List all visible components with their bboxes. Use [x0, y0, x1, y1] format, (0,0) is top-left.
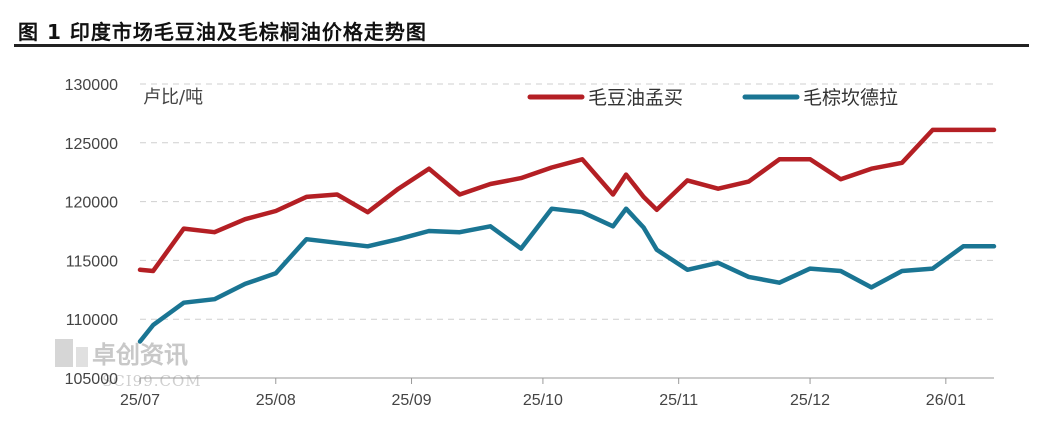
- y-tick-label: 110000: [66, 312, 118, 329]
- chart-area: 卓创资讯 SCI99.COM 130000 125000 120000 115000 1…: [0, 50, 1043, 439]
- watermark-en: SCI99.COM: [102, 372, 202, 390]
- x-tick-label: 25/09: [392, 392, 432, 409]
- legend: 毛豆油孟买 毛棕坎德拉: [527, 87, 898, 109]
- x-tick-label: 25/10: [523, 392, 563, 409]
- x-tick-label: 26/01: [926, 392, 966, 409]
- watermark: 卓创资讯 SCI99.COM: [55, 339, 202, 390]
- title-bar: 图 1 印度市场毛豆油及毛棕榈油价格走势图: [14, 10, 1029, 47]
- x-tick-label: 25/08: [256, 392, 296, 409]
- y-tick-label: 115000: [66, 253, 118, 270]
- y-tick-label: 130000: [65, 77, 118, 94]
- legend-label: 毛豆油孟买: [588, 87, 683, 109]
- x-tick-label: 25/12: [790, 392, 830, 409]
- y-tick-label: 105000: [65, 371, 118, 388]
- series-line-soybean-oil: [137, 127, 997, 274]
- y-unit-label: 卢比/吨: [143, 87, 203, 108]
- watermark-logo-mark: [55, 339, 73, 367]
- watermark-logo-mark-2: [76, 347, 88, 367]
- x-tick-label: 25/07: [120, 392, 160, 409]
- series-line-palm-oil: [137, 206, 997, 344]
- chart-title: 图 1 印度市场毛豆油及毛棕榈油价格走势图: [18, 20, 427, 44]
- y-tick-label: 125000: [65, 136, 118, 153]
- watermark-cn: 卓创资讯: [92, 341, 188, 369]
- line-chart: 卓创资讯 SCI99.COM 130000 125000 120000 115000 1…: [55, 77, 997, 409]
- y-tick-label: 120000: [65, 195, 118, 212]
- legend-label: 毛棕坎德拉: [803, 87, 898, 109]
- axes: 13000012500012000011500011000010500025/0…: [65, 77, 994, 409]
- series-lines: [137, 127, 997, 344]
- x-tick-label: 25/11: [659, 392, 698, 409]
